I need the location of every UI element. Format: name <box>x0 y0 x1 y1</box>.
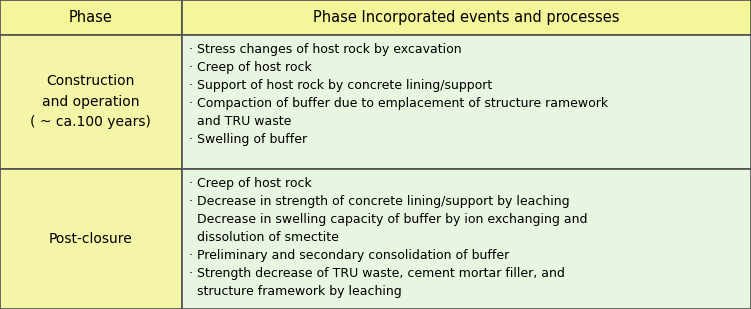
Bar <box>0 169 182 309</box>
Bar <box>182 35 751 169</box>
Text: Phase Incorporated events and processes: Phase Incorporated events and processes <box>313 10 620 25</box>
Text: · Creep of host rock
· Decrease in strength of concrete lining/support by leachi: · Creep of host rock · Decrease in stren… <box>189 177 587 298</box>
Bar <box>0 35 182 169</box>
Bar <box>182 0 751 35</box>
Text: Post-closure: Post-closure <box>49 232 133 246</box>
Text: Phase: Phase <box>69 10 113 25</box>
Text: Construction
and operation
( ~ ca.100 years): Construction and operation ( ~ ca.100 ye… <box>31 74 151 129</box>
Bar <box>0 0 182 35</box>
Text: · Stress changes of host rock by excavation
· Creep of host rock
· Support of ho: · Stress changes of host rock by excavat… <box>189 43 608 146</box>
Bar <box>182 169 751 309</box>
